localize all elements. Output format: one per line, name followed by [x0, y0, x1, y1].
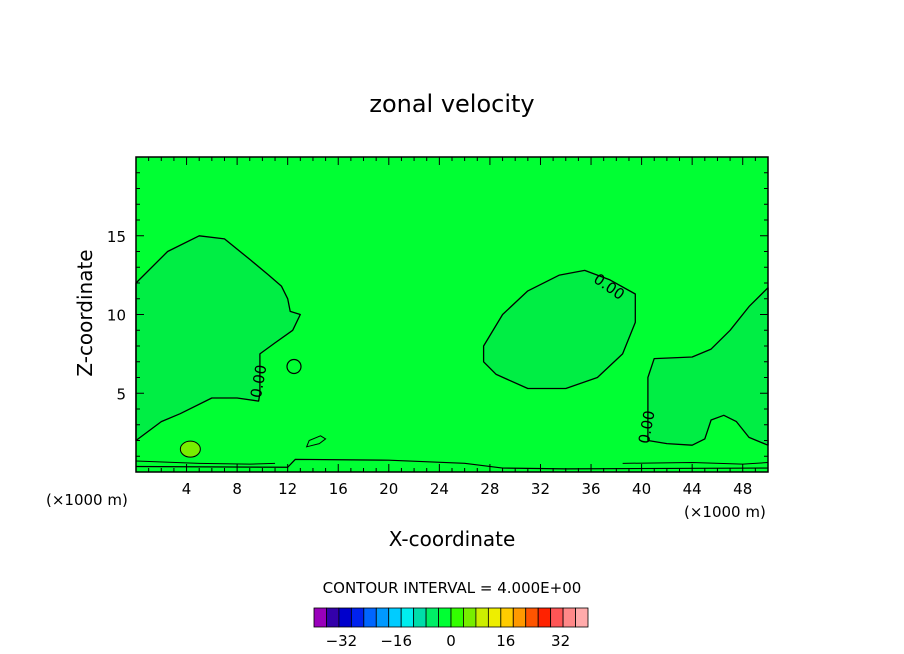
y-tick-label: 15 [107, 228, 126, 246]
x-tick-label: 36 [581, 480, 600, 498]
y-tick-label: 10 [107, 307, 126, 325]
x-tick-label: 4 [182, 480, 192, 498]
contour-label-0: 0.00 [247, 363, 271, 399]
x-tick-label: 40 [632, 480, 651, 498]
colorbar-swatch [350, 607, 365, 628]
small-positive-cell [179, 440, 201, 458]
x-unit-right: (×1000 m) [684, 503, 766, 521]
contour-label-2: 0.00 [635, 409, 659, 445]
colorbar-swatch [363, 607, 377, 628]
colorbar-tick-label: 32 [551, 632, 570, 650]
colorbar-swatch [575, 607, 589, 628]
colorbar-tick-label: 0 [446, 632, 456, 650]
x-tick-label: 44 [683, 480, 702, 498]
colorbar-swatch [550, 607, 564, 628]
colorbar-swatch [413, 607, 427, 628]
x-tick-label: 32 [531, 480, 550, 498]
colorbar-swatch [400, 607, 415, 628]
colorbar-swatch [512, 607, 527, 628]
contour-interval-text: CONTOUR INTERVAL = 4.000E+00 [323, 579, 582, 597]
x-tick-label: 16 [329, 480, 348, 498]
contour-regions [135, 235, 769, 446]
x-tick-label: 24 [430, 480, 449, 498]
x-tick-label: 8 [232, 480, 242, 498]
x-tick-label: 48 [733, 480, 752, 498]
small-closed-contour-2 [305, 435, 327, 448]
y-axis-label: Z-coordinate [73, 249, 97, 376]
colorbar-swatch [525, 607, 539, 628]
x-tick-label: 20 [379, 480, 398, 498]
colorbar-tick-label: −16 [380, 632, 412, 650]
contour-region-center [482, 269, 636, 390]
colorbar-swatch [475, 607, 489, 628]
colorbar-swatch [375, 607, 390, 628]
y-tick-label: 5 [116, 385, 126, 403]
x-tick-label: 28 [480, 480, 499, 498]
colorbar-swatch [500, 607, 514, 628]
colorbar-swatch [438, 607, 452, 628]
bottom-band [135, 358, 769, 472]
colorbar-swatch [537, 607, 552, 628]
colorbar-swatch [450, 607, 464, 628]
colorbar-swatch [388, 607, 402, 628]
colorbar-tick-label: −32 [326, 632, 358, 650]
surface-contour-left [135, 460, 276, 465]
colorbar: −32 −16 0 16 32 [313, 607, 589, 650]
surface-contour [135, 458, 769, 470]
colorbar-swatch [425, 607, 439, 628]
x-unit-left: (×1000 m) [46, 491, 128, 509]
colorbar-swatch [313, 607, 327, 628]
x-tick-label: 12 [278, 480, 297, 498]
colorbar-swatch [326, 607, 340, 628]
contour-region-left [135, 235, 301, 442]
surface-contour-right [622, 462, 769, 465]
colorbar-swatch [338, 607, 352, 628]
colorbar-swatch [487, 607, 502, 628]
colorbar-swatch [562, 607, 576, 628]
colorbar-tick-label: 16 [496, 632, 515, 650]
chart-title: zonal velocity [369, 90, 534, 118]
bottom-band-fill [291, 460, 503, 472]
colorbar-swatch [463, 607, 477, 628]
small-closed-contour [286, 358, 302, 375]
contour-region-right [647, 287, 769, 446]
x-axis-label: X-coordinate [389, 527, 516, 551]
